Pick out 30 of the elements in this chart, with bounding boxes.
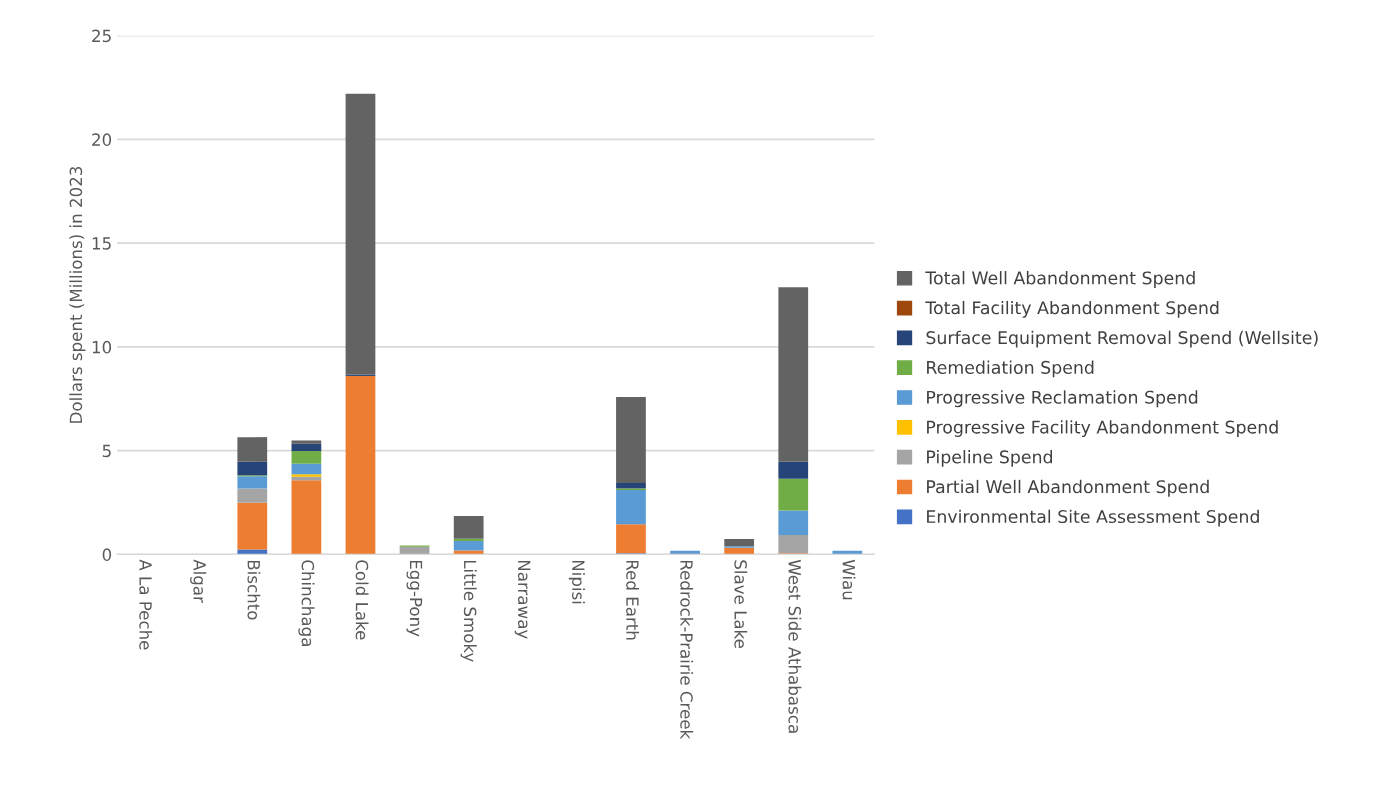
x-tick-label: Algar bbox=[190, 559, 207, 603]
x-tick-label: Chinchaga bbox=[298, 560, 315, 646]
legend-label: Total Facility Abandonment Spend bbox=[925, 300, 1219, 318]
legend-label: Environmental Site Assessment Spend bbox=[927, 509, 1259, 527]
x-tick-label: A La Peche bbox=[139, 559, 153, 650]
y-tick-label: 15 bbox=[92, 237, 111, 250]
legend-label: Remediation Spend bbox=[927, 360, 1094, 378]
y-tick-label: 20 bbox=[92, 133, 112, 146]
x-tick-label: Nipisi bbox=[568, 560, 585, 604]
x-tick-label: Slave Lake bbox=[734, 560, 748, 649]
x-tick-label: Wiau bbox=[842, 559, 856, 600]
y-axis-title: Dollars spent (Millions) in 2023 bbox=[69, 166, 86, 423]
legend-label: Partial Well Abandonment Spend bbox=[927, 479, 1209, 497]
y-tick-label: 25 bbox=[92, 29, 111, 43]
x-tick-label: Bischto bbox=[247, 560, 261, 620]
y-tick-label: 10 bbox=[92, 340, 112, 354]
legend-label: Surface Equipment Removal Spend (Wellsite) bbox=[926, 330, 1318, 348]
y-tick-label: 5 bbox=[102, 444, 111, 458]
legend-label: Progressive Reclamation Spend bbox=[927, 390, 1198, 408]
legend-label: Total Well Abandonment Spend bbox=[925, 271, 1195, 288]
x-tick-label: Little Smoky bbox=[460, 560, 477, 662]
legend-label: Progressive Facility Abandonment Spend bbox=[927, 420, 1278, 437]
x-tick-label: Narraway bbox=[514, 560, 531, 639]
y-tick-label: 0 bbox=[102, 548, 112, 561]
x-tick-label: Cold Lake bbox=[355, 560, 369, 640]
x-tick-label: Egg-Pony bbox=[406, 560, 423, 637]
legend-label: Pipeline Spend bbox=[927, 450, 1052, 467]
x-tick-label: Red Earth bbox=[626, 560, 640, 640]
x-tick-label: West Side Athabasca bbox=[788, 559, 802, 733]
x-tick-label: Redrock-Prairie Creek bbox=[680, 560, 694, 740]
